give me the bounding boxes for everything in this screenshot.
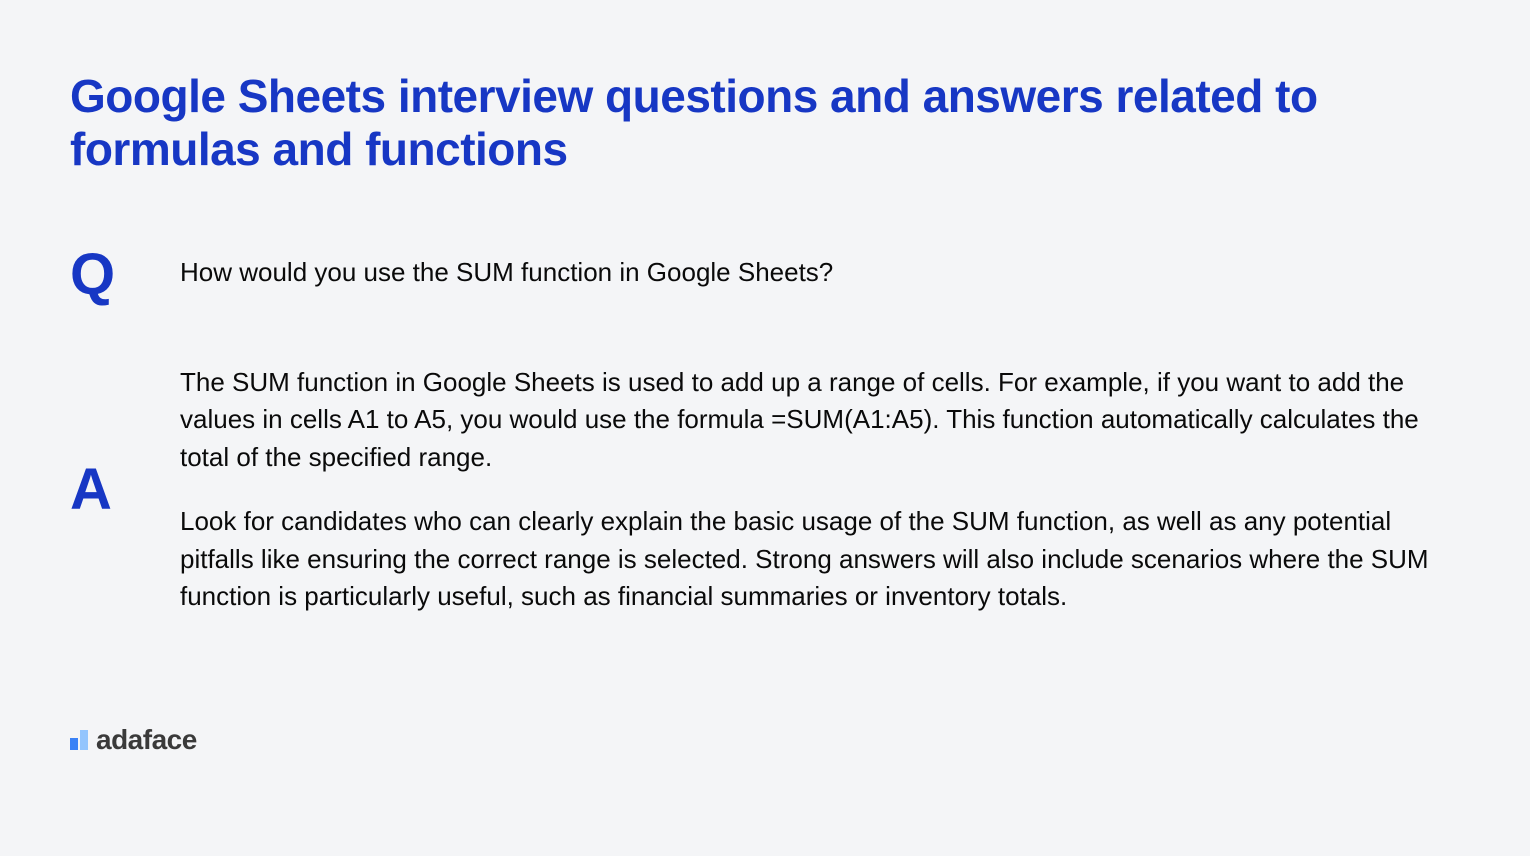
logo: adaface — [70, 724, 197, 756]
answer-text: The SUM function in Google Sheets is use… — [180, 364, 1460, 616]
logo-bar-2 — [80, 730, 88, 750]
logo-icon — [70, 730, 88, 750]
answer-paragraph-1: The SUM function in Google Sheets is use… — [180, 364, 1460, 477]
question-row: Q How would you use the SUM function in … — [70, 246, 1460, 304]
question-text: How would you use the SUM function in Go… — [180, 246, 1460, 292]
question-label: Q — [70, 246, 180, 304]
answer-row: A The SUM function in Google Sheets is u… — [70, 364, 1460, 616]
logo-text: adaface — [96, 724, 197, 756]
answer-label: A — [70, 461, 180, 519]
logo-bar-1 — [70, 738, 78, 750]
page-title: Google Sheets interview questions and an… — [70, 70, 1460, 176]
answer-paragraph-2: Look for candidates who can clearly expl… — [180, 503, 1460, 616]
